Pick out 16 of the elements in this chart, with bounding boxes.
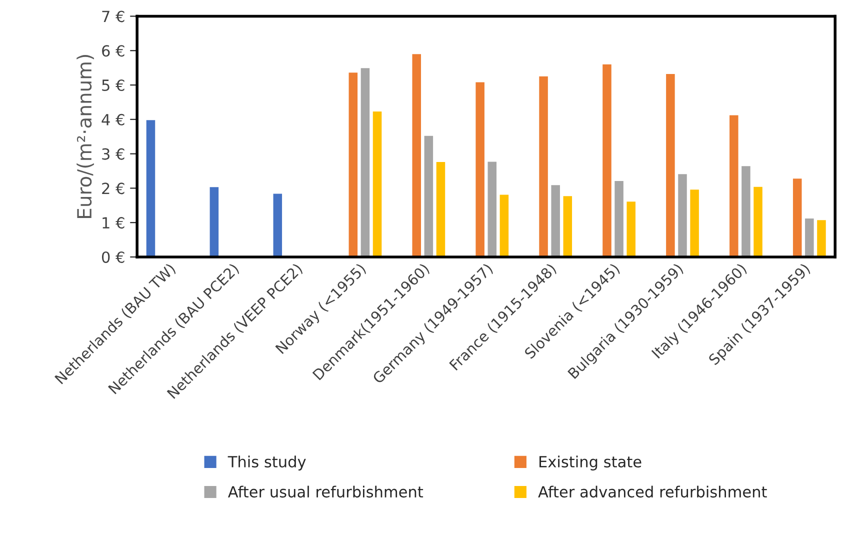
legend-label: This study xyxy=(228,456,306,470)
y-tick-label: 5 € xyxy=(102,79,124,92)
legend-label: After advanced refurbishment xyxy=(538,486,767,498)
y-axis-title: Euro/(m²·annum) xyxy=(76,55,94,218)
legend-label: After usual refurbishment xyxy=(228,486,424,498)
y-tick-label: 1 € xyxy=(102,217,124,229)
y-tick-label: 0 € xyxy=(102,251,124,263)
legend-label: Existing state xyxy=(539,456,642,470)
y-tick-label: 7 € xyxy=(102,10,124,22)
y-tick-label: 3 € xyxy=(102,148,124,160)
bar xyxy=(144,118,156,257)
bar xyxy=(208,186,220,257)
y-tick-label: 2 € xyxy=(102,182,124,194)
y-tick-label: 6 € xyxy=(102,45,124,57)
bar xyxy=(272,192,284,257)
y-tick-label: 4 € xyxy=(102,114,124,126)
